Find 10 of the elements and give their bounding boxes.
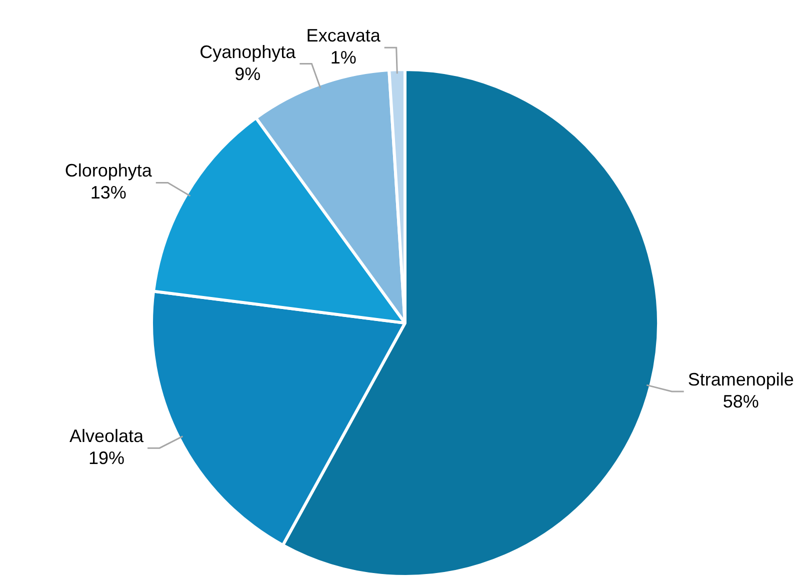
data-label: 13% <box>90 182 126 203</box>
data-label: 19% <box>88 448 125 468</box>
slice-label: Stramenopile <box>688 369 794 390</box>
slice-label: Alveolata <box>69 426 145 446</box>
data-label: 1% <box>330 48 356 68</box>
slice-label: Excavata <box>306 26 382 46</box>
data-label: 9% <box>234 64 261 84</box>
slice-label: Clorophyta <box>64 160 153 181</box>
data-label: 58% <box>722 391 759 412</box>
slice-label: Cyanophyta <box>200 42 297 62</box>
